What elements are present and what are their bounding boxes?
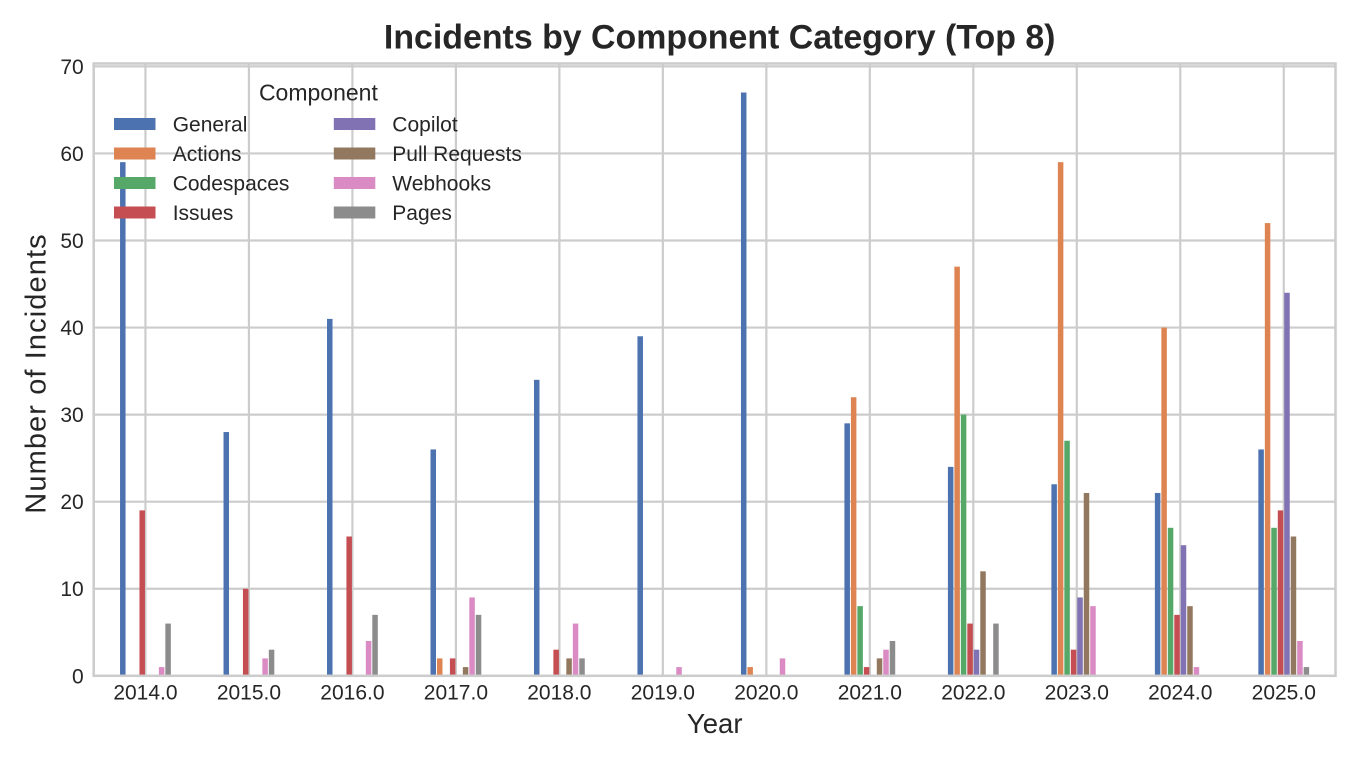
svg-text:Incidents by Component Categor: Incidents by Component Category (Top 8) <box>384 19 1056 57</box>
svg-text:Year: Year <box>687 708 743 739</box>
svg-text:Codespaces: Codespaces <box>173 173 290 196</box>
svg-text:Number of Incidents: Number of Incidents <box>21 233 53 513</box>
svg-text:Component: Component <box>259 79 379 105</box>
svg-text:2017.0: 2017.0 <box>424 682 488 705</box>
svg-text:Actions: Actions <box>173 143 242 166</box>
svg-text:2018.0: 2018.0 <box>527 682 591 705</box>
svg-text:2019.0: 2019.0 <box>631 682 695 705</box>
svg-text:Issues: Issues <box>173 202 234 225</box>
svg-text:2014.0: 2014.0 <box>113 682 177 705</box>
svg-text:40: 40 <box>60 317 83 340</box>
svg-text:60: 60 <box>60 143 83 166</box>
svg-text:2025.0: 2025.0 <box>1252 682 1316 705</box>
svg-text:2015.0: 2015.0 <box>217 682 281 705</box>
svg-text:30: 30 <box>60 404 83 427</box>
svg-text:2021.0: 2021.0 <box>838 682 902 705</box>
svg-text:Pages: Pages <box>392 202 452 225</box>
svg-text:10: 10 <box>60 578 83 601</box>
svg-text:2024.0: 2024.0 <box>1148 682 1212 705</box>
svg-text:General: General <box>173 114 248 137</box>
svg-text:Copilot: Copilot <box>392 114 458 137</box>
svg-text:Pull Requests: Pull Requests <box>392 143 522 166</box>
svg-text:2023.0: 2023.0 <box>1045 682 1109 705</box>
svg-text:0: 0 <box>72 665 84 688</box>
svg-text:70: 70 <box>60 56 83 79</box>
svg-text:2022.0: 2022.0 <box>941 682 1005 705</box>
svg-text:Webhooks: Webhooks <box>392 173 491 196</box>
svg-text:20: 20 <box>60 491 83 514</box>
svg-text:2016.0: 2016.0 <box>320 682 384 705</box>
svg-text:2020.0: 2020.0 <box>734 682 798 705</box>
svg-text:50: 50 <box>60 230 83 253</box>
